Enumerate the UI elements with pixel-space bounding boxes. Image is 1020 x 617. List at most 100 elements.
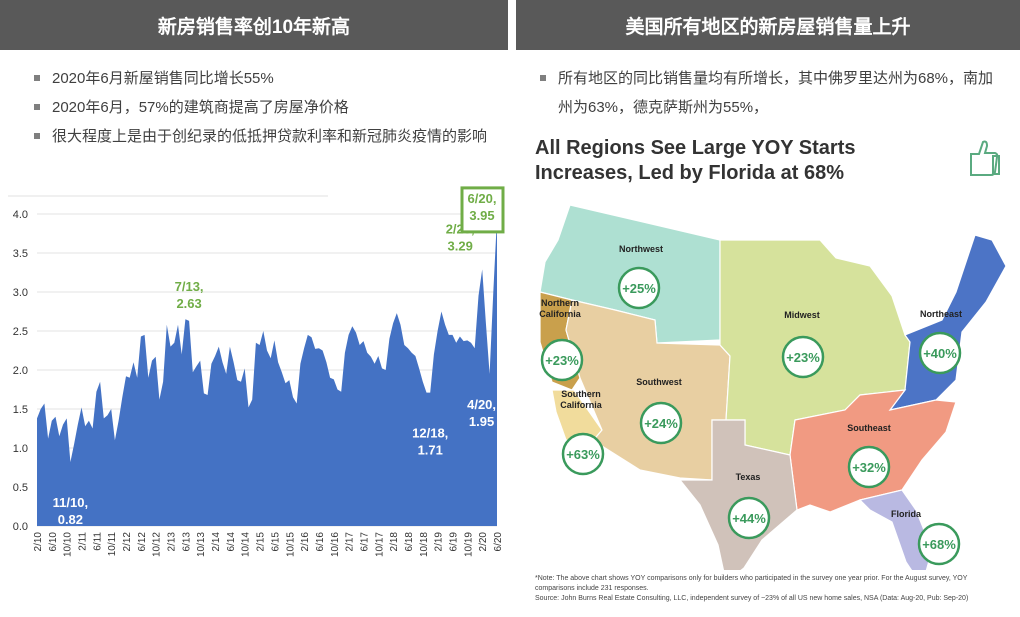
region-value-northeast: +40% [923, 346, 957, 361]
annotation-date: 7/13, [175, 279, 204, 294]
y-tick-label: 1.5 [13, 404, 28, 416]
bullet: 2020年6月新屋销售同比增长55% [30, 64, 500, 93]
annotation-value: 0.82 [58, 512, 83, 527]
x-tick-label: 10/14 [241, 532, 252, 557]
us-regions-map: Northwest +25% Northern California +23% South… [539, 204, 1007, 570]
region-florida [858, 489, 933, 570]
annotation-date: 4/20, [467, 397, 496, 412]
x-tick-label: 2/10 [33, 532, 44, 552]
sales-area [37, 217, 497, 526]
annotation-value: 1.95 [469, 414, 494, 429]
left-panel-title: 新房销售率创10年新高 [157, 16, 351, 38]
note-text: *Note: The above chart shows YOY compari… [535, 575, 968, 592]
x-tick-label: 2/16 [300, 532, 311, 552]
left-bullets: 2020年6月新屋销售同比增长55% 2020年6月，57%的建筑商提高了房屋净… [30, 64, 500, 151]
region-value-northwest: +25% [622, 281, 656, 296]
x-tick-label: 2/12 [122, 532, 133, 552]
x-tick-label: 6/17 [359, 532, 370, 552]
bullet: 很大程度上是由于创纪录的低抵押贷款利率和新冠肺炎疫情的影响 [30, 122, 500, 151]
x-tick-label: 6/16 [315, 532, 326, 552]
region-label-southern-california: Southern California [560, 389, 603, 410]
x-tick-label: 2/19 [434, 532, 445, 552]
map-note: *Note: The above chart shows YOY compari… [535, 574, 1005, 604]
source-text: Source: John Burns Real Estate Consultin… [535, 595, 969, 602]
region-value-circle [639, 401, 683, 445]
annotation: 12/18, 1.71 [412, 426, 448, 458]
region-value-circle [918, 331, 962, 375]
region-value-florida: +68% [922, 537, 956, 552]
region-label-northwest: Northwest [619, 244, 663, 254]
region-value-circle [781, 335, 825, 379]
x-tick-label: 6/10 [48, 532, 59, 552]
region-label-southwest: Southwest [636, 377, 682, 387]
x-tick-label: 2/20 [478, 532, 489, 552]
x-tick-label: 6/15 [270, 532, 281, 552]
map-title: All Regions See Large YOY Starts Increas… [535, 137, 856, 184]
x-tick-label: 2/17 [345, 532, 356, 552]
annotation-value: 3.95 [469, 208, 494, 223]
region-label-texas: Texas [736, 472, 761, 482]
region-value-midwest: +23% [786, 350, 820, 365]
x-tick-label: 6/20 [493, 532, 504, 552]
y-tick-label: 2.5 [13, 326, 28, 338]
x-tick-label: 10/18 [419, 532, 430, 557]
annotation: 4/20, 1.95 [467, 397, 496, 429]
x-tick-label: 2/15 [256, 532, 267, 552]
x-tick-label: 10/11 [107, 532, 118, 557]
x-tick-label: 6/19 [448, 532, 459, 552]
left-panel-header: 新房销售率创10年新高 [0, 0, 508, 50]
x-tick-label: 6/18 [404, 532, 415, 552]
region-value-southeast: +32% [852, 460, 886, 475]
thumbs-up-icon [970, 140, 1000, 176]
bullet: 所有地区的同比销售量均有所增长，其中佛罗里达州为68%，南加州为63%，德克萨斯… [536, 64, 996, 122]
region-value-circle [540, 338, 584, 382]
bullet: 2020年6月，57%的建筑商提高了房屋净价格 [30, 93, 500, 122]
region-value-circle [727, 496, 771, 540]
annotation-value: 3.29 [448, 238, 473, 253]
right-bullets: 所有地区的同比销售量均有所增长，其中佛罗里达州为68%，南加州为63%，德克萨斯… [536, 64, 996, 122]
region-value-texas: +44% [732, 511, 766, 526]
y-tick-label: 3.5 [13, 248, 28, 260]
annotation-value: 1.71 [418, 443, 443, 458]
x-tick-label: 10/19 [463, 532, 474, 557]
x-tick-label: 2/13 [167, 532, 178, 552]
y-tick-label: 4.0 [13, 209, 28, 221]
region-value-circle [917, 522, 961, 566]
x-tick-label: 2/18 [389, 532, 400, 552]
y-tick-label: 1.0 [13, 443, 28, 455]
region-label-northern-california: Northern California [539, 298, 582, 319]
x-tick-label: 2/11 [78, 532, 89, 551]
region-value-southwest: +24% [644, 416, 678, 431]
annotation-date: 12/18, [412, 426, 448, 441]
x-tick-label: 6/14 [226, 532, 237, 552]
region-label-southeast: Southeast [847, 423, 891, 433]
y-tick-label: 0.5 [13, 482, 28, 494]
annotation-date: 11/10, [53, 495, 88, 510]
x-tick-label: 10/17 [374, 532, 385, 557]
x-tick-label: 10/16 [330, 532, 341, 557]
annotation: 6/20, 3.95 [468, 191, 497, 223]
region-value-circle [617, 266, 661, 310]
annotation-box [460, 186, 505, 234]
y-tick-label: 2.0 [13, 365, 28, 377]
y-tick-label: 0.0 [13, 521, 28, 533]
right-panel-header: 美国所有地区的新房屋销售量上升 [516, 0, 1020, 50]
region-northeast [888, 234, 1007, 411]
x-tick-label: 10/10 [63, 532, 74, 557]
region-value-circle [847, 445, 891, 489]
region-value-southern-california: +63% [566, 447, 600, 462]
region-label-midwest: Midwest [784, 310, 820, 320]
annotation-date: 6/20, [468, 191, 497, 206]
x-tick-label: 10/13 [196, 532, 207, 557]
x-tick-label: 6/11 [92, 532, 103, 551]
right-panel-title: 美国所有地区的新房屋销售量上升 [625, 16, 911, 38]
x-tick-label: 6/12 [137, 532, 148, 552]
region-label-northeast: Northeast [920, 309, 962, 319]
x-tick-label: 2/14 [211, 532, 222, 552]
region-texas [678, 419, 798, 570]
new-home-sales-chart: 0.0 0.5 1.0 1.5 2.0 2.5 3.0 3.5 4.0 2/10 6/10 10/10… [8, 186, 505, 557]
region-value-northern-california: +23% [545, 353, 579, 368]
x-tick-label: 10/12 [152, 532, 163, 557]
y-tick-label: 3.0 [13, 287, 28, 299]
x-tick-label: 10/15 [285, 532, 296, 557]
